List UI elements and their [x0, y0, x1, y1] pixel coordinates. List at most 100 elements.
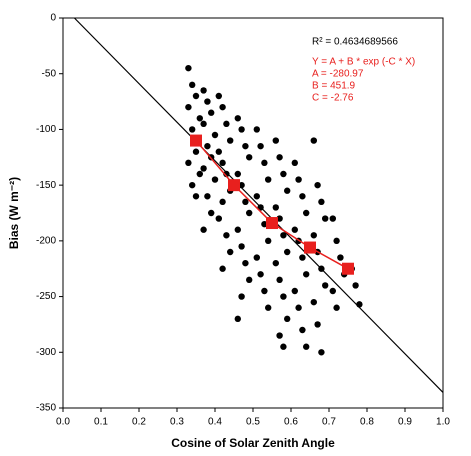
scatter-point: [234, 170, 241, 178]
scatter-point: [310, 137, 317, 144]
scatter-point: [276, 154, 283, 161]
x-tick-label: 0.3: [170, 417, 184, 428]
scatter-point: [276, 276, 283, 284]
scatter-point: [196, 170, 203, 178]
scatter-point: [265, 304, 272, 311]
scatter-point: [261, 159, 268, 167]
y-tick-label: -300: [36, 347, 56, 358]
scatter-point: [219, 103, 226, 111]
scatter-point: [314, 321, 321, 328]
fit-equation: Y = A + B * exp (-C * X): [312, 57, 415, 68]
scatter-point: [192, 92, 200, 100]
scatter-point: [219, 265, 226, 272]
fit-param: C = -2.76: [312, 93, 354, 104]
scatter-point: [284, 315, 291, 323]
scatter-point: [253, 254, 260, 261]
scatter-point: [223, 170, 230, 178]
y-tick-label: -250: [36, 291, 56, 302]
scatter-point: [280, 293, 287, 300]
scatter-point: [291, 226, 298, 233]
x-tick-label: 0.5: [246, 417, 260, 428]
scatter-point: [310, 298, 317, 306]
scatter-point: [291, 159, 298, 167]
scatter-point: [189, 181, 196, 189]
scatter-point: [238, 243, 245, 250]
scatter-point: [253, 193, 260, 200]
scatter-point: [234, 115, 241, 122]
scatter-point: [284, 248, 291, 256]
scatter-point: [227, 248, 234, 256]
scatter-point: [219, 159, 226, 167]
scatter-point: [215, 148, 222, 155]
scatter-point: [261, 220, 268, 228]
scatter-point: [329, 287, 336, 295]
scatter-point: [265, 176, 272, 183]
scatter-point: [265, 237, 272, 245]
scatter-point: [200, 120, 207, 128]
scatter-point: [329, 215, 336, 222]
scatter-point: [238, 293, 245, 300]
x-tick-label: 0.7: [322, 417, 336, 428]
scatter-point: [215, 92, 222, 100]
scatter-point: [333, 304, 340, 311]
x-axis-title: Cosine of Solar Zenith Angle: [171, 436, 335, 450]
scatter-point: [211, 176, 219, 183]
scatter-point: [261, 287, 268, 295]
scatter-point: [352, 282, 359, 289]
scatter-point: [253, 126, 260, 133]
scatter-point: [200, 165, 207, 172]
scatter-point: [215, 215, 222, 222]
scatter-point: [192, 193, 200, 200]
scatter-point: [303, 209, 310, 217]
scatter-point: [303, 271, 310, 278]
scatter-point: [284, 187, 291, 194]
scatter-point: [192, 148, 200, 155]
regression-line: [73, 17, 444, 393]
scatter-point: [246, 154, 253, 161]
scatter-point: [272, 137, 279, 144]
scatter-point: [242, 198, 249, 206]
scatter-point: [196, 115, 203, 122]
scatter-point: [185, 159, 192, 167]
x-tick-label: 0.2: [132, 417, 146, 428]
scatter-point: [310, 232, 317, 239]
scatter-point: [299, 326, 306, 334]
scatter-point: [208, 209, 215, 217]
x-tick-label: 0.6: [284, 417, 298, 428]
scatter-point: [276, 332, 283, 339]
scatter-point: [246, 276, 253, 284]
fit-marker: [342, 262, 354, 275]
x-tick-label: 0.1: [94, 417, 108, 428]
scatter-point: [189, 81, 196, 89]
scatter-point: [238, 126, 245, 133]
scatter-point: [318, 349, 325, 356]
plot-frame: [62, 17, 444, 409]
y-axis-title: Bias (W m⁻²): [7, 177, 21, 249]
y-tick-label: -50: [42, 68, 57, 79]
scatter-point: [223, 232, 230, 239]
scatter-point: [234, 315, 241, 323]
scatter-point: [280, 170, 287, 178]
scatter-point: [211, 131, 219, 139]
scatter-point: [295, 176, 302, 183]
y-tick-label: -350: [36, 403, 56, 414]
scatter-point: [242, 259, 249, 267]
r-squared: R² = 0.4634689566: [312, 37, 398, 48]
scatter-point: [303, 343, 310, 350]
scatter-point: [272, 259, 279, 267]
x-tick-label: 0.0: [56, 417, 70, 428]
fit-marker: [304, 241, 316, 254]
scatter-point: [204, 142, 211, 150]
scatter-point: [318, 198, 325, 206]
y-tick-label: -150: [36, 180, 56, 191]
fit-marker: [228, 179, 240, 192]
x-tick-label: 0.4: [208, 417, 222, 428]
y-tick-label: -200: [36, 235, 56, 246]
scatter-point: [337, 254, 344, 261]
scatter-point: [272, 204, 279, 211]
scatter-point: [299, 254, 306, 261]
scatter-point: [227, 137, 234, 144]
fit-marker: [190, 134, 202, 147]
scatter-point: [246, 209, 253, 217]
scatter-point: [189, 126, 196, 133]
